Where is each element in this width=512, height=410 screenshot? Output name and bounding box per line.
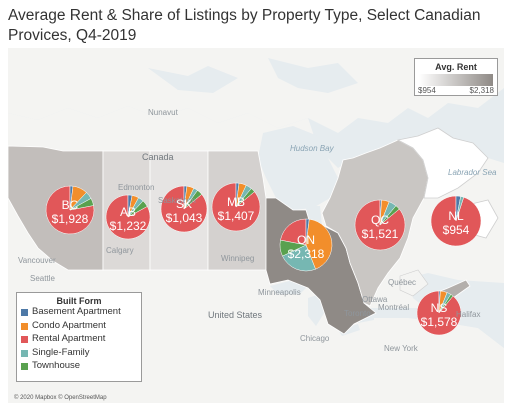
legend-label: Basement Apartment bbox=[32, 306, 121, 317]
province-rent: $1,232 bbox=[109, 219, 147, 233]
legend-item-rental[interactable]: Rental Apartment bbox=[17, 333, 141, 347]
map-canvas[interactable]: Canada Hudson Bay Nunavut United States … bbox=[8, 48, 504, 403]
built-form-legend-title: Built Form bbox=[56, 296, 102, 306]
label-vancouver: Vancouver bbox=[18, 256, 56, 265]
label-ottawa: Ottawa bbox=[362, 295, 388, 304]
pie-label-on: ON $2,318 bbox=[288, 233, 325, 261]
legend-label: Condo Apartment bbox=[32, 319, 106, 331]
pie-label-bc: BC $1,928 bbox=[52, 198, 89, 226]
pie-slice-on-single[interactable] bbox=[282, 244, 316, 272]
hudson-bay bbox=[258, 126, 338, 210]
pie-slice-ns-townhouse[interactable] bbox=[438, 294, 454, 314]
label-chicago: Chicago bbox=[300, 334, 330, 343]
province-rent: $1,407 bbox=[217, 209, 255, 223]
label-montreal: Montréal bbox=[378, 303, 410, 312]
pie-slice-nl-single[interactable] bbox=[455, 196, 465, 222]
pie-layer bbox=[45, 182, 482, 336]
avg-rent-max: $2,318 bbox=[469, 86, 494, 95]
label-nunavut: Nunavut bbox=[148, 108, 178, 117]
pie-on[interactable] bbox=[279, 218, 333, 272]
label-hudson-bay: Hudson Bay bbox=[290, 144, 334, 153]
province-rent: $2,318 bbox=[287, 247, 325, 261]
province-rent: $1,928 bbox=[51, 212, 89, 226]
label-toronto: Toronto bbox=[344, 309, 371, 318]
label-labrador-sea: Labrador Sea bbox=[448, 168, 497, 177]
label-minneapolis: Minneapolis bbox=[258, 288, 301, 297]
province-code: SK bbox=[175, 197, 193, 211]
label-new-york: New York bbox=[384, 344, 418, 353]
pie-slice-on-condo[interactable] bbox=[305, 218, 333, 270]
pie-slice-on-townhouse[interactable] bbox=[279, 239, 307, 257]
legend-item-townhouse[interactable]: Townhouse bbox=[17, 360, 141, 374]
legend-item-condo[interactable]: Condo Apartment bbox=[17, 320, 141, 334]
label-halifax: Halifax bbox=[456, 310, 481, 319]
legend-label: Townhouse bbox=[32, 360, 81, 371]
legend-swatch bbox=[21, 349, 28, 357]
avg-rent-min: $954 bbox=[418, 86, 436, 95]
pie-label-qc: QC $1,521 bbox=[362, 213, 399, 241]
legend-item-single-family[interactable]: Single-Family bbox=[17, 347, 141, 361]
pie-bc[interactable] bbox=[45, 185, 95, 235]
pie-label-sk: SK $1,043 bbox=[166, 197, 203, 225]
province-rent: $954 bbox=[442, 223, 470, 237]
legend-swatch bbox=[21, 336, 28, 343]
pie-sk[interactable] bbox=[160, 185, 208, 233]
legend-item-basement[interactable]: Basement Apartment bbox=[17, 306, 141, 320]
label-seattle: Seattle bbox=[30, 274, 55, 283]
pie-slice-bc-rental[interactable] bbox=[45, 185, 95, 235]
pie-slice-bc-townhouse[interactable] bbox=[69, 198, 94, 211]
built-form-legend: Built Form Basement Apartment Condo Apar… bbox=[16, 292, 142, 382]
pie-slice-mb-townhouse[interactable] bbox=[235, 188, 255, 208]
avg-rent-color-ramp bbox=[419, 74, 493, 86]
pie-slice-on-rental[interactable] bbox=[280, 218, 307, 246]
map-credits: © 2020 Mapbox © OpenStreetMap bbox=[14, 395, 107, 401]
pie-nl[interactable] bbox=[430, 195, 482, 247]
pie-mb[interactable] bbox=[211, 182, 261, 232]
legend-swatch bbox=[21, 322, 28, 330]
province-rent: $1,521 bbox=[361, 227, 399, 241]
province-rent: $1,043 bbox=[165, 211, 203, 225]
legend-swatch bbox=[21, 309, 28, 316]
pie-slice-qc-townhouse[interactable] bbox=[379, 205, 400, 226]
arctic-land bbox=[8, 48, 504, 133]
province-code: AB bbox=[119, 205, 137, 219]
label-winnipeg: Winnipeg bbox=[221, 254, 255, 263]
label-quebec: Québec bbox=[388, 278, 417, 287]
province-rent: $1,578 bbox=[420, 315, 458, 329]
label-calgary: Calgary bbox=[106, 246, 134, 255]
pie-slice-mb-rental[interactable] bbox=[211, 182, 261, 232]
pie-ab[interactable] bbox=[105, 194, 151, 240]
province-code: ON bbox=[296, 233, 315, 247]
legend-swatch bbox=[21, 363, 28, 370]
label-united-states: United States bbox=[208, 310, 263, 320]
province-code: NL bbox=[448, 209, 464, 223]
province-code: QC bbox=[370, 213, 389, 227]
province-code: NS bbox=[430, 301, 448, 315]
province-code: MB bbox=[226, 195, 245, 209]
pie-slice-ab-townhouse[interactable] bbox=[127, 200, 148, 218]
pie-qc[interactable] bbox=[354, 199, 406, 251]
label-edmonton: Edmonton bbox=[118, 183, 155, 192]
province-nb bbox=[399, 269, 429, 297]
avg-rent-legend-title: Avg. Rent bbox=[435, 62, 477, 72]
label-saskatoon: Saskatoon bbox=[158, 196, 196, 205]
pie-label-mb: MB $1,407 bbox=[218, 195, 255, 223]
pie-label-ns: NS $1,578 bbox=[421, 301, 458, 329]
pie-ns[interactable] bbox=[416, 290, 462, 336]
label-canada: Canada bbox=[142, 152, 174, 162]
avg-rent-legend: Avg. Rent $954 $2,318 bbox=[414, 58, 498, 96]
pie-label-nl: NL $954 bbox=[443, 209, 470, 237]
pie-slice-sk-townhouse[interactable] bbox=[183, 190, 203, 210]
legend-label: Single-Family bbox=[32, 346, 90, 358]
pie-slice-sk-rental[interactable] bbox=[160, 185, 208, 233]
legend-label: Rental Apartment bbox=[32, 333, 106, 344]
pie-label-ab: AB $1,232 bbox=[110, 205, 147, 233]
province-code: BC bbox=[61, 198, 79, 212]
chart-title: Average Rent & Share of Listings by Prop… bbox=[8, 7, 481, 44]
